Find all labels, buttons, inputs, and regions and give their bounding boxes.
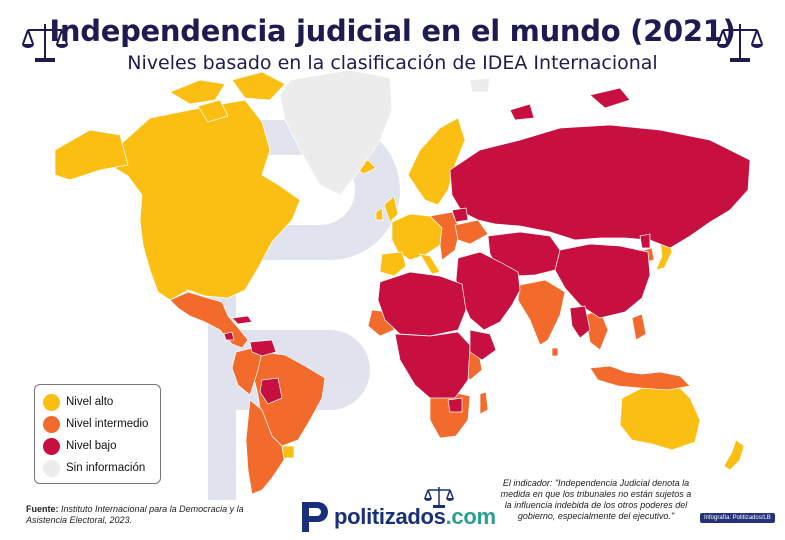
source-text: Instituto Internacional para la Democrac… [26,504,244,525]
region-scandinavia [407,117,466,206]
region-venezuela-bolivia [249,339,283,405]
page-title: Independencia judicial en el mundo (2021… [49,14,736,48]
map-legend: Nivel alto Nivel intermedio Nivel bajo S… [34,384,161,484]
region-north-korea [639,233,651,249]
legend-label-no-info: Sin información [66,462,146,474]
region-western-europe [391,213,443,261]
region-zimbabwe [447,397,463,413]
region-australia [619,379,701,451]
region-south-america-east [251,351,326,447]
region-central-africa [394,331,471,399]
legend-item-no-info: Sin información [43,457,152,479]
legend-swatch-high [43,393,60,411]
region-southern-africa [429,391,471,439]
page-subtitle: Niveles basado en la clasificación de ID… [127,52,658,74]
legend-label-low: Nivel bajo [66,440,117,452]
region-north-america [109,99,301,301]
scales-of-justice-icon [717,24,763,62]
region-italy [419,253,441,275]
legend-swatch-low [43,437,60,455]
region-madagascar [479,391,489,415]
world-map [54,70,751,500]
region-sri-lanka [551,347,559,357]
region-canada-islands [169,71,286,123]
indicator-note: El indicador: "Independencia Judicial de… [500,478,692,521]
region-ukraine [454,219,489,245]
region-india [517,279,566,346]
scales-of-justice-icon [424,487,454,508]
region-uk-ireland [375,195,399,223]
region-china [554,243,651,319]
region-indonesia [589,365,691,391]
legend-item-intermediate: Nivel intermedio [43,413,152,435]
scales-of-justice-icon [22,24,68,62]
region-belarus [451,207,469,223]
region-russia [449,124,751,249]
region-new-zealand [723,439,745,471]
legend-label-high: Nivel alto [66,396,114,408]
legend-item-high: Nivel alto [43,391,152,413]
legend-item-low: Nivel bajo [43,435,152,457]
region-cuba-nicaragua [223,315,253,341]
region-chile-argentina [245,399,285,495]
region-philippines [631,313,647,341]
politizados-p-icon [302,502,328,532]
legend-swatch-intermediate [43,415,60,433]
brand-logo: politizados.com [300,500,496,534]
region-greenland [279,70,393,196]
source-note: Fuente: Instituto Internacional para la … [26,504,256,526]
region-north-africa [377,271,467,337]
region-iberia [379,251,407,277]
legend-label-intermediate: Nivel intermedio [66,418,149,430]
source-label: Fuente: [26,504,59,514]
brand-name: politizados.com [334,504,496,530]
region-alaska [54,129,129,181]
region-horn-of-africa [469,329,497,361]
credit-badge: Infografía: Politizados/LB [700,513,775,523]
brand-name-main: politizados [334,504,446,529]
brand-name-suffix: .com [445,504,496,529]
legend-swatch-no-info [43,459,60,477]
region-svalbard [469,77,491,93]
region-myanmar-cambodia [569,305,591,339]
region-russia-islands [509,87,631,121]
